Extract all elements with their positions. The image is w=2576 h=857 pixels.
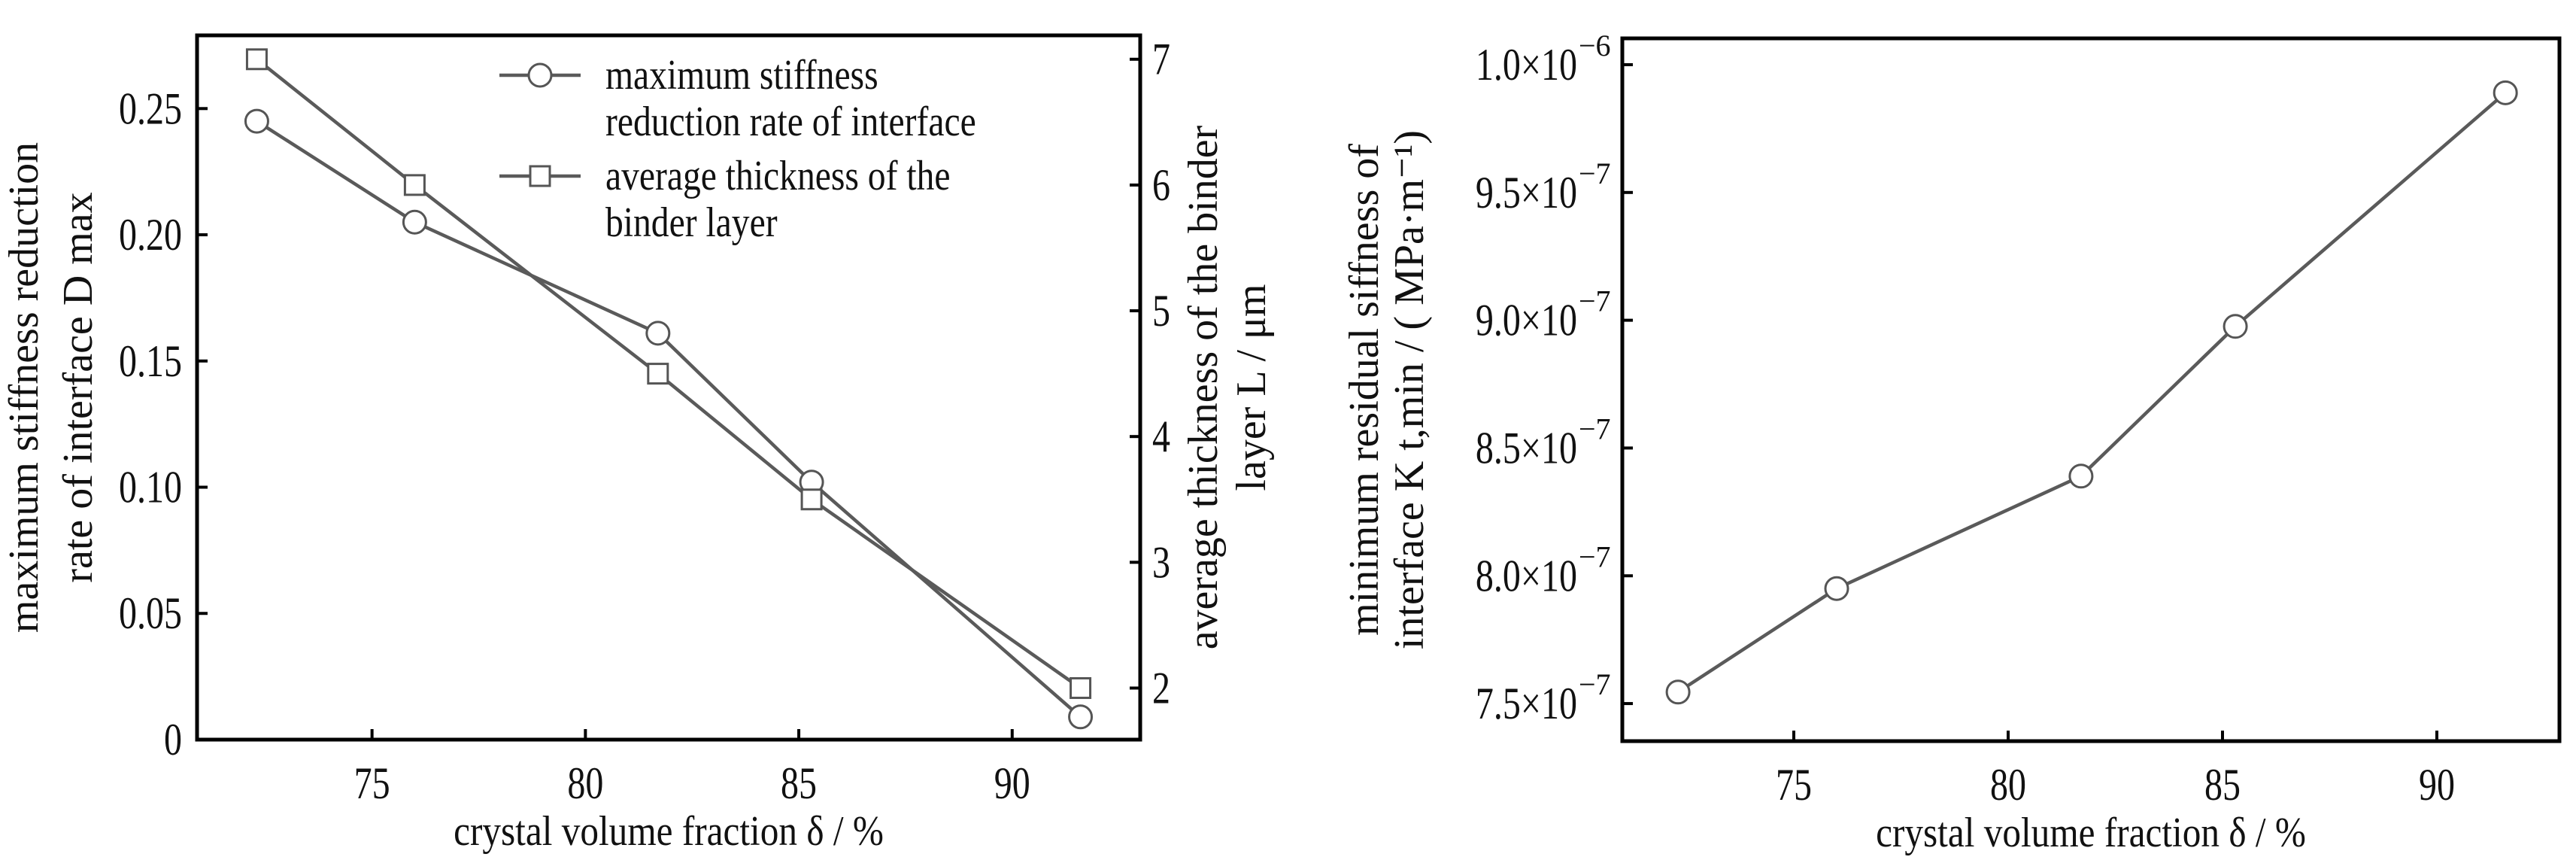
legend-marker-circle [527, 62, 553, 88]
plot-frame [195, 33, 1142, 742]
y-tick-label: 0.20 [119, 210, 182, 260]
y-tick-exponent: −7 [1579, 284, 1611, 318]
legend-label: maximum stiffness [605, 53, 878, 99]
series-line-1 [1676, 91, 2507, 694]
y-tick-label: 0.25 [119, 84, 182, 133]
y2-axis-label-line: average thickness of the binder [1180, 125, 1227, 649]
y-axis-label-line: minimum residual siffness of [1341, 144, 1388, 636]
y-tick-exponent: −7 [1579, 667, 1611, 701]
y-tick-label: 9.5×10 [1476, 168, 1577, 217]
x-axis-label: crystal volume fraction δ / % [454, 808, 884, 855]
data-point-circle [1824, 576, 1849, 601]
chart-right: 75 80 85 907.5×10 −78.0×10 −78.5×10 −79.0×10 −7… [1341, 29, 2562, 856]
y2-tick-label: 4 [1152, 412, 1170, 461]
x-tick-label: 90 [2419, 760, 2455, 810]
data-point-circle [1068, 704, 1094, 730]
data-point-circle [2068, 463, 2094, 489]
y-tick-label: 0.05 [119, 588, 182, 638]
x-tick-label: 75 [1776, 760, 1812, 810]
data-point-square [800, 488, 823, 511]
x-tick-label: 90 [994, 758, 1030, 808]
y-tick-label: 0 [164, 715, 182, 764]
y-tick-label: 9.0×10 [1476, 296, 1577, 345]
y-tick-label: 8.0×10 [1476, 551, 1577, 600]
x-tick-label: 80 [567, 758, 603, 808]
y2-tick-label: 6 [1152, 160, 1170, 210]
plot-frame [1620, 36, 2562, 743]
x-tick-label: 80 [1990, 760, 2026, 810]
x-tick-label: 85 [2204, 760, 2241, 810]
data-point-circle [1665, 679, 1691, 705]
data-point-square [403, 174, 426, 196]
y-tick-label: 8.5×10 [1476, 423, 1577, 473]
data-point-circle [2493, 80, 2518, 105]
y2-tick-label: 5 [1152, 286, 1170, 336]
y-tick-exponent: −7 [1579, 157, 1611, 190]
chart-left: 75 80 85 90 0 0.05 0.10 0.15 0.20 0.25 2 3 4 5 6 7 cryst… [1, 33, 1275, 855]
data-point-circle [402, 209, 427, 235]
y-axis-label-line: interface K t,min / ( MPa·m⁻¹) [1386, 130, 1433, 649]
y2-tick-label: 3 [1152, 537, 1170, 587]
legend-marker-square [529, 165, 551, 187]
y-tick-label: 7.5×10 [1476, 679, 1577, 728]
x-tick-label: 75 [354, 758, 390, 808]
data-point-square [245, 48, 268, 71]
y2-tick-label: 7 [1152, 35, 1170, 84]
data-point-circle [2223, 314, 2248, 339]
y-axis-label-line: maximum stiffness reduction [1, 142, 47, 633]
data-point-square [647, 363, 669, 385]
legend-label: average thickness of the [605, 153, 950, 199]
x-axis-label: crystal volume fraction δ / % [1876, 810, 2306, 856]
data-point-square [1070, 676, 1092, 699]
y-tick-exponent: −7 [1579, 412, 1611, 445]
y2-tick-label: 2 [1152, 663, 1170, 713]
y-tick-exponent: −7 [1579, 539, 1611, 573]
y-tick-label: 0.15 [119, 336, 182, 386]
y-tick-label: 1.0×10 [1476, 40, 1577, 90]
y-axis-label-line: rate of interface D max [55, 192, 102, 582]
y-tick-exponent: −6 [1579, 29, 1611, 62]
y2-axis-label-line: layer L / μm [1228, 284, 1275, 491]
data-point-circle [244, 108, 269, 134]
data-point-circle [645, 321, 671, 346]
legend-label: binder layer [605, 200, 778, 246]
y-tick-label: 0.10 [119, 463, 182, 512]
x-tick-label: 85 [781, 758, 817, 808]
legend-label: reduction rate of interface [605, 99, 976, 145]
